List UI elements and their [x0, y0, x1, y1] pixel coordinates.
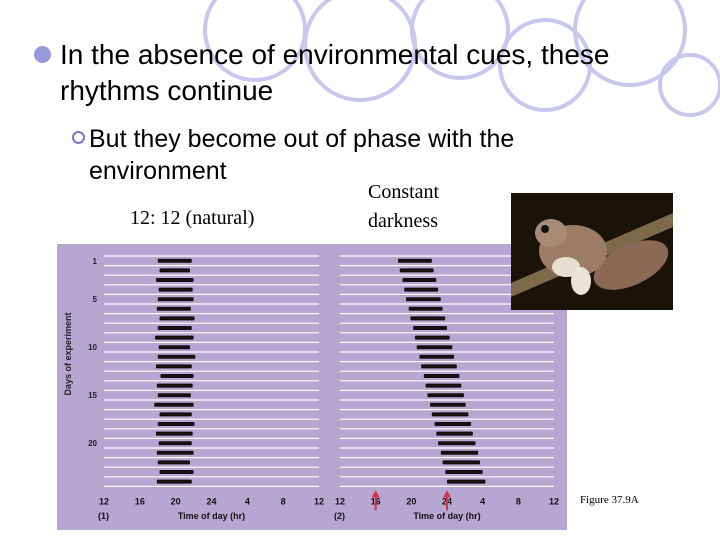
x-tick-label: 8 [516, 496, 521, 506]
sub-bullet-text-line1: But they become out of phase with the [89, 125, 515, 153]
label-constant-darkness-line2: darkness [368, 210, 438, 232]
x-tick-label: 20 [171, 496, 181, 506]
flying-squirrel-photo [511, 193, 673, 310]
activity-bar [156, 450, 194, 455]
activity-bar [157, 258, 192, 263]
activity-bar [445, 470, 483, 474]
activity-bar [157, 393, 191, 398]
activity-bar [416, 345, 453, 350]
x-tick-label: 8 [281, 496, 286, 506]
activity-bar [436, 431, 473, 436]
y-tick-label: 15 [88, 391, 97, 400]
activity-bar [431, 412, 469, 417]
activity-bar [410, 316, 446, 321]
activity-bar [155, 278, 194, 282]
sub-bullet-text-line2: environment [89, 157, 227, 185]
activity-bar [399, 268, 434, 273]
activity-bar [404, 287, 439, 292]
y-tick-label: 20 [88, 439, 97, 448]
activity-bar [157, 297, 194, 302]
y-tick-label: 5 [93, 295, 98, 304]
activity-bar [427, 393, 464, 398]
y-tick-label: 10 [88, 343, 97, 352]
activity-bar [159, 268, 190, 273]
arrow-head-icon [443, 490, 451, 498]
activity-bar [414, 335, 450, 340]
activity-bar [157, 326, 192, 330]
deco-circle [203, 0, 307, 82]
x-tick-label: 24 [206, 496, 216, 506]
activity-bar [434, 422, 472, 426]
x-tick-label: 20 [406, 496, 416, 506]
activity-bar [159, 470, 194, 474]
figure-caption: Figure 37.9A [580, 494, 639, 506]
activity-bar [423, 374, 460, 378]
y-axis-label: Days of experiment [63, 312, 73, 395]
main-bullet-text-line1: In the absence of environmental cues, th… [60, 39, 610, 70]
sub-bullet-icon [72, 131, 85, 144]
arrow-head-icon [371, 490, 380, 498]
deco-circle [658, 53, 720, 117]
activity-bar [408, 306, 443, 311]
activity-bar [160, 374, 194, 378]
y-tick-label: 1 [93, 257, 98, 266]
x-tick-label: 12 [549, 496, 559, 506]
activity-bar [155, 364, 192, 369]
x-axis-label: Time of day (hr) [413, 511, 480, 521]
activity-bar [158, 441, 192, 446]
activity-bar [438, 441, 476, 446]
activity-bar [155, 431, 193, 436]
activity-bar [405, 297, 441, 302]
activity-bar [157, 422, 195, 426]
activity-bar [402, 278, 437, 282]
activity-bar [155, 335, 194, 340]
activity-bar [442, 460, 480, 465]
activity-bar [154, 402, 194, 407]
activity-bar [413, 326, 447, 330]
deco-circle [573, 0, 687, 87]
activity-bar [159, 316, 195, 321]
activity-bar [447, 479, 486, 484]
activity-bar [158, 345, 190, 350]
decorative-circles [203, 0, 720, 117]
activity-bar [156, 479, 192, 484]
activity-bar [440, 450, 479, 455]
actogram-figure: Days of experiment 1 5 10 15 20 12 16 20 24 4 8 12 (1… [57, 244, 567, 530]
activity-bar [156, 383, 193, 388]
activity-bar [425, 383, 462, 388]
x-tick-label: 4 [480, 496, 485, 506]
main-bullet-text-line2: rhythms continue [60, 75, 274, 106]
panel-number: (2) [334, 511, 345, 521]
activity-bar [421, 364, 457, 369]
x-tick-label: 16 [135, 496, 145, 506]
x-tick-label: 12 [335, 496, 345, 506]
activity-bar [430, 402, 466, 407]
activity-bar [158, 287, 193, 292]
main-bullet-icon [34, 46, 51, 63]
label-constant-darkness-line1: Constant [368, 181, 440, 203]
squirrel-illustration [511, 193, 673, 310]
activity-bar [157, 460, 190, 465]
activity-bar [419, 354, 455, 359]
deco-circle [410, 0, 510, 80]
label-natural: 12: 12 (natural) [130, 207, 255, 229]
activity-bar [157, 354, 196, 359]
x-axis-label: Time of day (hr) [178, 511, 245, 521]
panel-number: (1) [98, 511, 109, 521]
activity-bar [156, 306, 191, 311]
activity-bar [397, 258, 432, 263]
x-tick-label: 12 [99, 496, 109, 506]
x-tick-label: 4 [245, 496, 250, 506]
x-tick-label: 12 [314, 496, 324, 506]
activity-bar [159, 412, 192, 417]
